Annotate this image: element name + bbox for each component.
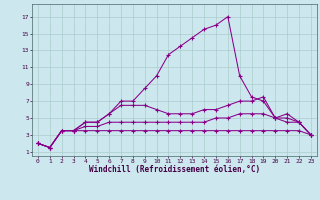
X-axis label: Windchill (Refroidissement éolien,°C): Windchill (Refroidissement éolien,°C): [89, 165, 260, 174]
